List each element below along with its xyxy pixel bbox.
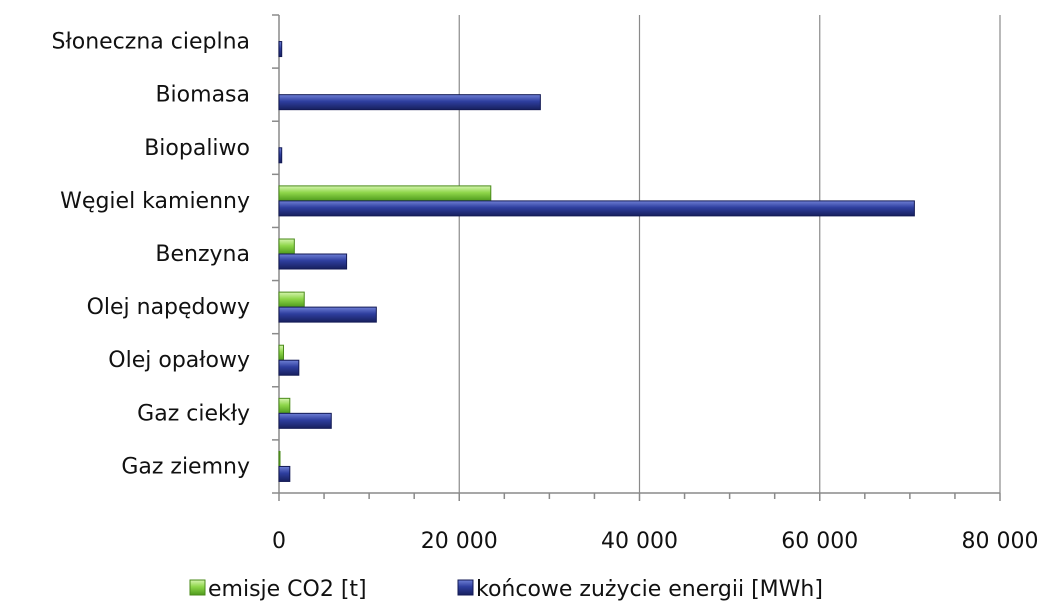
bar-energy (278, 306, 377, 323)
bar-energy (278, 412, 332, 429)
bar-energy (278, 465, 291, 482)
bar-energy (278, 147, 283, 164)
x-tick-label: 80 000 (962, 529, 1039, 554)
bar-energy (278, 200, 915, 217)
gridlines (458, 15, 1001, 493)
bar-energy (278, 253, 348, 270)
x-tick-label: 20 000 (421, 529, 498, 554)
category-label: Gaz ciekły (137, 401, 250, 426)
bar-energy (278, 94, 541, 111)
bar-co2 (278, 397, 291, 414)
bar-co2 (278, 185, 492, 202)
bar-co2 (278, 450, 281, 467)
bar-co2 (278, 238, 295, 255)
legend-label: emisje CO2 [t] (208, 577, 367, 602)
category-label: Olej napędowy (87, 295, 250, 320)
bar-energy (278, 41, 283, 58)
axes (272, 14, 1001, 501)
category-label: Słoneczna cieplna (52, 30, 250, 55)
bar-co2 (278, 291, 305, 308)
x-tick-label: 0 (272, 529, 286, 554)
legend-swatch (189, 579, 206, 596)
category-label: Olej opałowy (108, 348, 250, 373)
legend: emisje CO2 [t] końcowe zużycie energii [M… (189, 577, 823, 602)
bar-co2 (278, 344, 285, 361)
x-tick-label: 40 000 (601, 529, 678, 554)
bar-energy (278, 359, 300, 376)
category-label: Benzyna (155, 242, 250, 267)
category-label: Biomasa (155, 83, 250, 108)
category-label: Biopaliwo (144, 136, 250, 161)
category-labels: Słoneczna cieplna Biomasa Biopaliwo Węgiel … (52, 30, 250, 480)
bars (278, 41, 915, 482)
x-tick-label: 60 000 (781, 529, 858, 554)
category-label: Węgiel kamienny (60, 189, 250, 214)
legend-swatch (457, 579, 474, 596)
category-label: Gaz ziemny (121, 454, 250, 479)
legend-label: końcowe zużycie energii [MWh] (476, 577, 823, 602)
x-tick-labels: 0 20 000 40 000 60 000 80 000 (272, 529, 1038, 554)
